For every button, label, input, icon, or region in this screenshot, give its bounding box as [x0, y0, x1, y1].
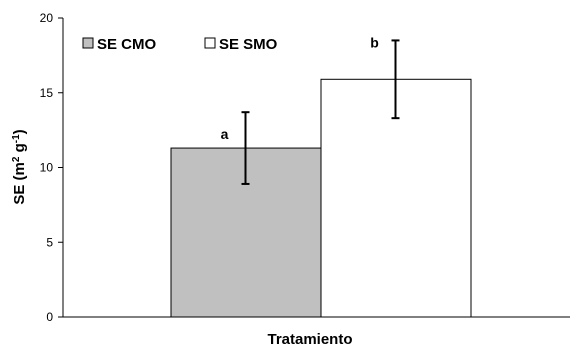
- legend-swatch: [204, 37, 216, 49]
- legend-swatch: [82, 37, 94, 49]
- y-tick-label: 15: [40, 86, 54, 100]
- y-tick-label: 10: [40, 161, 54, 175]
- significance-label: a: [221, 126, 229, 142]
- y-axis-ticks: 0 5 10 15 20: [40, 11, 63, 324]
- legend: SE CMO SE SMO: [82, 36, 278, 53]
- y-tick-label: 20: [40, 11, 54, 25]
- legend-label: SE CMO: [97, 36, 157, 53]
- significance-label: b: [370, 34, 379, 50]
- bars: [170, 78, 472, 318]
- significance-labels: ab: [221, 34, 379, 142]
- legend-label: SE SMO: [219, 36, 278, 53]
- x-axis-title: Tratamiento: [267, 331, 352, 348]
- error-bars: [241, 39, 400, 185]
- y-tick-label: 5: [46, 235, 53, 249]
- y-axis-title: SE (m2 g-1): [11, 129, 28, 204]
- y-tick-label: 0: [46, 310, 53, 324]
- bar-se-smo: [320, 78, 472, 318]
